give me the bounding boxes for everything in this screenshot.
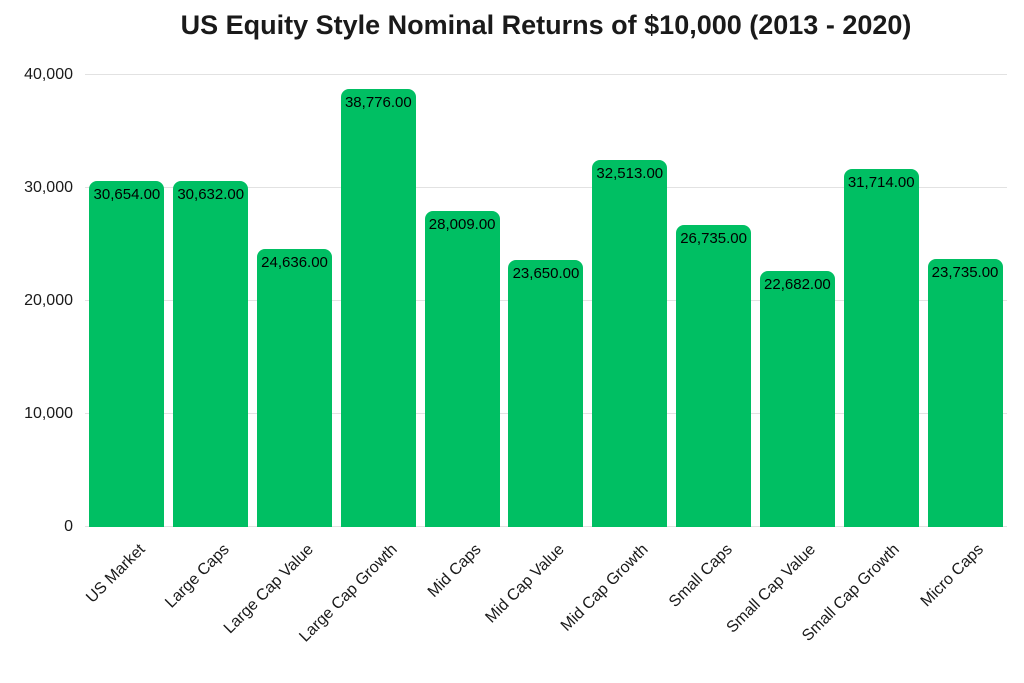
bar-large-caps: 30,632.00 [173, 180, 249, 527]
bar-small-cap-growth: 31,714.00 [843, 168, 919, 527]
bar-mid-cap-growth: 32,513.00 [592, 159, 668, 527]
bar-value-label: 23,650.00 [512, 264, 580, 282]
bar-us-market: 30,654.00 [89, 180, 165, 527]
bar-value-label: 24,636.00 [261, 253, 328, 271]
bar-value-label: 32,513.00 [596, 164, 664, 182]
x-tick-label: Micro Caps [917, 541, 988, 611]
y-tick-label: 0 [64, 518, 73, 535]
bar-slot-large-caps: 30,632.00 Large Caps [162, 75, 253, 612]
bar-mid-caps: 28,009.00 [424, 210, 500, 527]
y-tick-label: 20,000 [24, 292, 73, 309]
bar-value-label: 22,682.00 [764, 275, 831, 293]
x-tick-label: Mid Cap Value [482, 541, 568, 627]
bar-slot-mid-cap-value: 23,650.00 Mid Cap Value [483, 75, 588, 626]
bar-value-label: 23,735.00 [931, 263, 999, 281]
x-tick-label: Mid Cap Growth [558, 541, 652, 635]
bar-large-cap-value: 24,636.00 [257, 248, 333, 527]
bar-small-caps: 26,735.00 [676, 224, 752, 527]
bar-slot-us-market: 30,654.00 US Market [83, 75, 169, 606]
bar-slot-small-caps: 26,735.00 Small Caps [666, 75, 756, 611]
bar-small-cap-value: 22,682.00 [759, 270, 835, 527]
bar-micro-caps: 23,735.00 [927, 258, 1003, 527]
bar-series: 30,654.00 US Market 30,632.00 Large Caps 24,… [83, 75, 1007, 645]
bar-value-label: 30,632.00 [177, 185, 245, 203]
bar-slot-mid-caps: 28,009.00 Mid Caps [420, 75, 504, 601]
gridline-30000 [85, 187, 1007, 188]
bar-slot-small-cap-value: 22,682.00 Small Cap Value [724, 75, 840, 636]
y-tick-label: 40,000 [24, 66, 73, 83]
bar-value-label: 31,714.00 [847, 173, 915, 191]
bar-value-label: 28,009.00 [428, 215, 496, 233]
x-tick-label: US Market [83, 541, 149, 607]
y-tick-label: 10,000 [24, 405, 73, 422]
y-tick-label: 30,000 [24, 179, 73, 196]
x-tick-label: Mid Caps [424, 541, 485, 601]
x-tick-label: Small Cap Value [723, 541, 820, 637]
x-tick-label: Large Cap Value [220, 541, 317, 638]
bar-mid-cap-value: 23,650.00 [508, 259, 584, 527]
bar-slot-mid-cap-growth: 32,513.00 Mid Cap Growth [558, 75, 672, 635]
gridline-40000 [85, 74, 1007, 75]
x-tick-label: Large Caps [162, 541, 233, 612]
bar-slot-micro-caps: 23,735.00 Micro Caps [918, 75, 1007, 610]
chart-title: US Equity Style Nominal Returns of $10,0… [180, 10, 912, 40]
bar-large-cap-growth: 38,776.00 [340, 88, 416, 527]
bar-slot-large-cap-growth: 38,776.00 Large Cap Growth [296, 75, 420, 645]
x-tick-label: Small Caps [665, 541, 736, 611]
plot-area: 0 10,000 20,000 30,000 40,000 30,654.00 US Ma… [24, 66, 1007, 645]
bar-value-label: 38,776.00 [344, 93, 412, 111]
bar-value-label: 30,654.00 [93, 185, 161, 203]
y-axis: 0 10,000 20,000 30,000 40,000 [0, 66, 73, 535]
bar-slot-small-cap-growth: 31,714.00 Small Cap Growth [799, 75, 923, 645]
bar-value-label: 26,735.00 [680, 229, 747, 247]
bar-slot-large-cap-value: 24,636.00 Large Cap Value [220, 75, 337, 637]
